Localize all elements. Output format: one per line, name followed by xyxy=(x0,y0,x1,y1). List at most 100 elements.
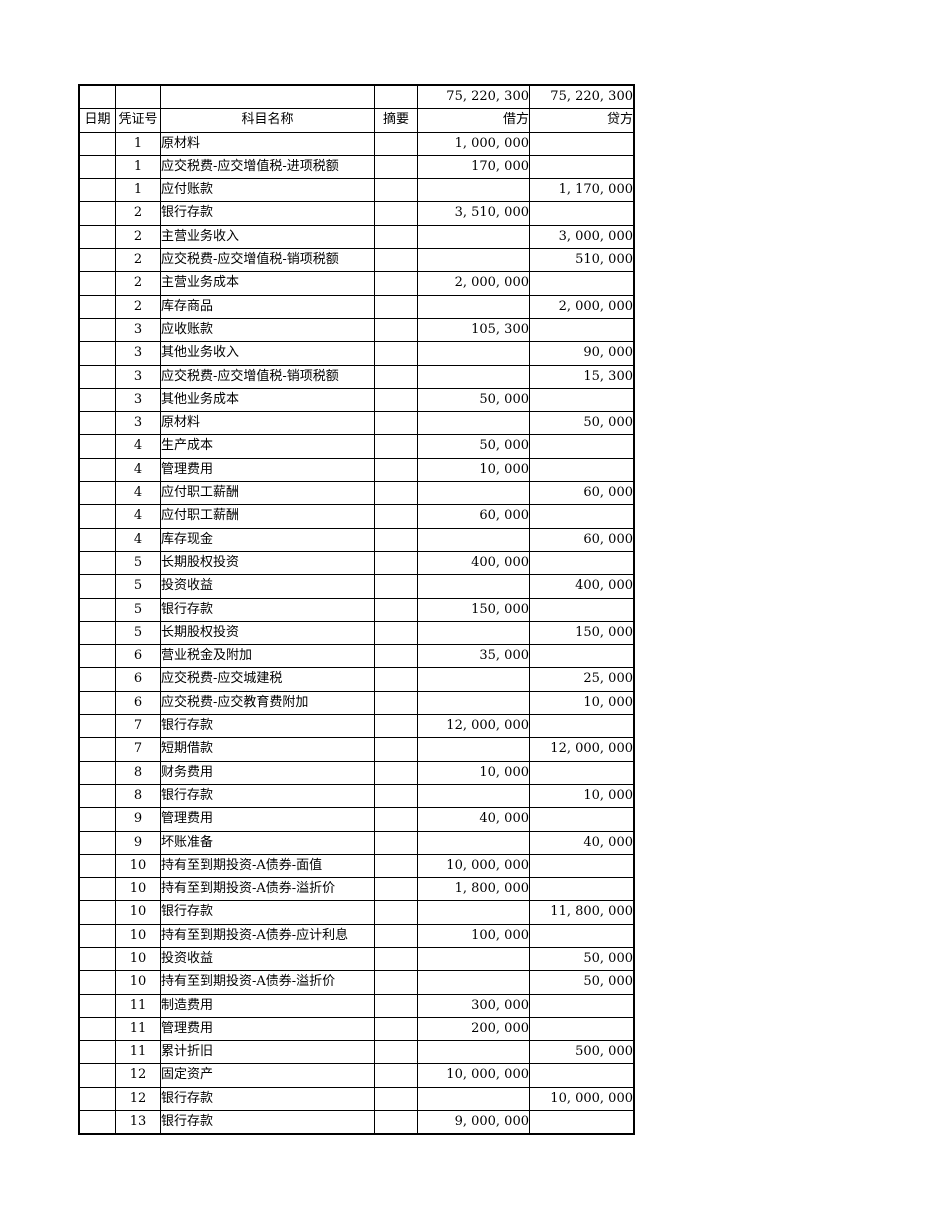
cell-debit[interactable] xyxy=(417,248,530,273)
cell-debit[interactable] xyxy=(417,783,530,809)
cell-account[interactable]: 银行存款 xyxy=(160,783,375,809)
cell-summary[interactable] xyxy=(374,760,418,785)
cell-voucher-no[interactable]: 4 xyxy=(115,504,161,529)
cell-voucher-no[interactable]: 5 xyxy=(115,620,161,646)
col-header-debit[interactable]: 借方 xyxy=(417,108,530,133)
cell-debit[interactable] xyxy=(417,574,530,599)
cell-credit[interactable] xyxy=(529,1063,635,1088)
cell-account[interactable]: 库存商品 xyxy=(160,294,375,319)
cell-date[interactable] xyxy=(78,317,116,343)
cell-voucher-no[interactable]: 12 xyxy=(115,1063,161,1088)
cell-credit[interactable]: 10, 000, 000 xyxy=(529,1086,635,1112)
cell-date[interactable] xyxy=(78,807,116,832)
cell-date[interactable] xyxy=(78,620,116,646)
cell-date[interactable] xyxy=(78,667,116,692)
cell-debit[interactable]: 10, 000 xyxy=(417,760,530,785)
cell-account[interactable]: 坏账准备 xyxy=(160,830,375,855)
cell-date[interactable] xyxy=(78,504,116,529)
cell-credit[interactable] xyxy=(529,434,635,459)
cell-summary[interactable] xyxy=(374,923,418,948)
cell-summary[interactable] xyxy=(374,1063,418,1088)
cell-voucher-no[interactable]: 11 xyxy=(115,1040,161,1065)
cell-voucher-no[interactable]: 2 xyxy=(115,271,161,296)
cell-summary[interactable] xyxy=(374,504,418,529)
cell-date[interactable] xyxy=(78,248,116,273)
cell-summary[interactable] xyxy=(374,946,418,972)
cell-credit[interactable]: 11, 800, 000 xyxy=(529,900,635,925)
cell-date[interactable] xyxy=(78,993,116,1018)
cell-debit[interactable]: 150, 000 xyxy=(417,597,530,622)
cell-summary[interactable] xyxy=(374,248,418,273)
cell-debit[interactable] xyxy=(417,620,530,646)
cell-debit[interactable] xyxy=(417,527,530,552)
cell-debit[interactable] xyxy=(417,1086,530,1112)
cell-credit[interactable] xyxy=(529,457,635,483)
cell-debit[interactable]: 300, 000 xyxy=(417,993,530,1018)
cell-date[interactable] xyxy=(78,294,116,319)
cell-credit[interactable] xyxy=(529,271,635,296)
cell-credit[interactable]: 510, 000 xyxy=(529,248,635,273)
cell-credit[interactable] xyxy=(529,387,635,413)
cell-voucher-no[interactable]: 2 xyxy=(115,201,161,226)
cell-debit[interactable] xyxy=(417,294,530,319)
cell-debit[interactable] xyxy=(417,946,530,972)
cell-account[interactable]: 长期股权投资 xyxy=(160,620,375,646)
cell-debit[interactable] xyxy=(417,1040,530,1065)
cell-account[interactable]: 应交税费-应交增值税-进项税额 xyxy=(160,154,375,180)
cell-account[interactable]: 其他业务收入 xyxy=(160,341,375,366)
cell-voucher-no[interactable]: 3 xyxy=(115,364,161,389)
cell-summary[interactable] xyxy=(374,900,418,925)
cell-voucher-no[interactable]: 1 xyxy=(115,154,161,180)
cell-summary[interactable] xyxy=(374,853,418,879)
cell-date[interactable] xyxy=(78,550,116,576)
cell-credit[interactable] xyxy=(529,923,635,948)
cell-credit[interactable] xyxy=(529,853,635,879)
cell-debit[interactable]: 2, 000, 000 xyxy=(417,271,530,296)
cell-account[interactable]: 应交税费-应交增值税-销项税额 xyxy=(160,364,375,389)
cell-account[interactable]: 银行存款 xyxy=(160,1110,375,1135)
cell-date[interactable] xyxy=(78,131,116,156)
cell-summary[interactable] xyxy=(374,783,418,809)
cell-account[interactable]: 银行存款 xyxy=(160,1086,375,1112)
cell-date[interactable] xyxy=(78,481,116,506)
cell-credit[interactable]: 25, 000 xyxy=(529,667,635,692)
cell-date[interactable] xyxy=(78,597,116,622)
cell-debit[interactable]: 35, 000 xyxy=(417,644,530,669)
cell-credit[interactable] xyxy=(529,504,635,529)
cell-voucher-no[interactable]: 2 xyxy=(115,294,161,319)
cell-account[interactable]: 应交税费-应交增值税-销项税额 xyxy=(160,248,375,273)
cell-credit[interactable] xyxy=(529,993,635,1018)
cell-credit[interactable] xyxy=(529,317,635,343)
cell-date[interactable] xyxy=(78,224,116,250)
cell-debit[interactable]: 60, 000 xyxy=(417,504,530,529)
totals-empty-date-cell[interactable] xyxy=(78,84,116,110)
cell-voucher-no[interactable]: 2 xyxy=(115,224,161,250)
cell-date[interactable] xyxy=(78,178,116,203)
totals-empty-voucher-cell[interactable] xyxy=(115,84,161,110)
cell-date[interactable] xyxy=(78,1110,116,1135)
cell-credit[interactable]: 50, 000 xyxy=(529,411,635,436)
cell-account[interactable]: 短期借款 xyxy=(160,737,375,762)
cell-debit[interactable]: 10, 000 xyxy=(417,457,530,483)
cell-credit[interactable] xyxy=(529,154,635,180)
cell-credit[interactable] xyxy=(529,550,635,576)
cell-summary[interactable] xyxy=(374,317,418,343)
cell-summary[interactable] xyxy=(374,737,418,762)
cell-debit[interactable]: 10, 000, 000 xyxy=(417,1063,530,1088)
cell-date[interactable] xyxy=(78,527,116,552)
cell-account[interactable]: 库存现金 xyxy=(160,527,375,552)
cell-summary[interactable] xyxy=(374,1040,418,1065)
cell-credit[interactable] xyxy=(529,714,635,739)
cell-summary[interactable] xyxy=(374,877,418,902)
cell-summary[interactable] xyxy=(374,294,418,319)
col-header-credit[interactable]: 贷方 xyxy=(529,108,635,133)
cell-voucher-no[interactable]: 3 xyxy=(115,341,161,366)
cell-summary[interactable] xyxy=(374,201,418,226)
cell-voucher-no[interactable]: 7 xyxy=(115,714,161,739)
cell-voucher-no[interactable]: 5 xyxy=(115,574,161,599)
cell-summary[interactable] xyxy=(374,644,418,669)
cell-summary[interactable] xyxy=(374,527,418,552)
cell-account[interactable]: 应付职工薪酬 xyxy=(160,481,375,506)
cell-summary[interactable] xyxy=(374,178,418,203)
totals-empty-summary-cell[interactable] xyxy=(374,84,418,110)
